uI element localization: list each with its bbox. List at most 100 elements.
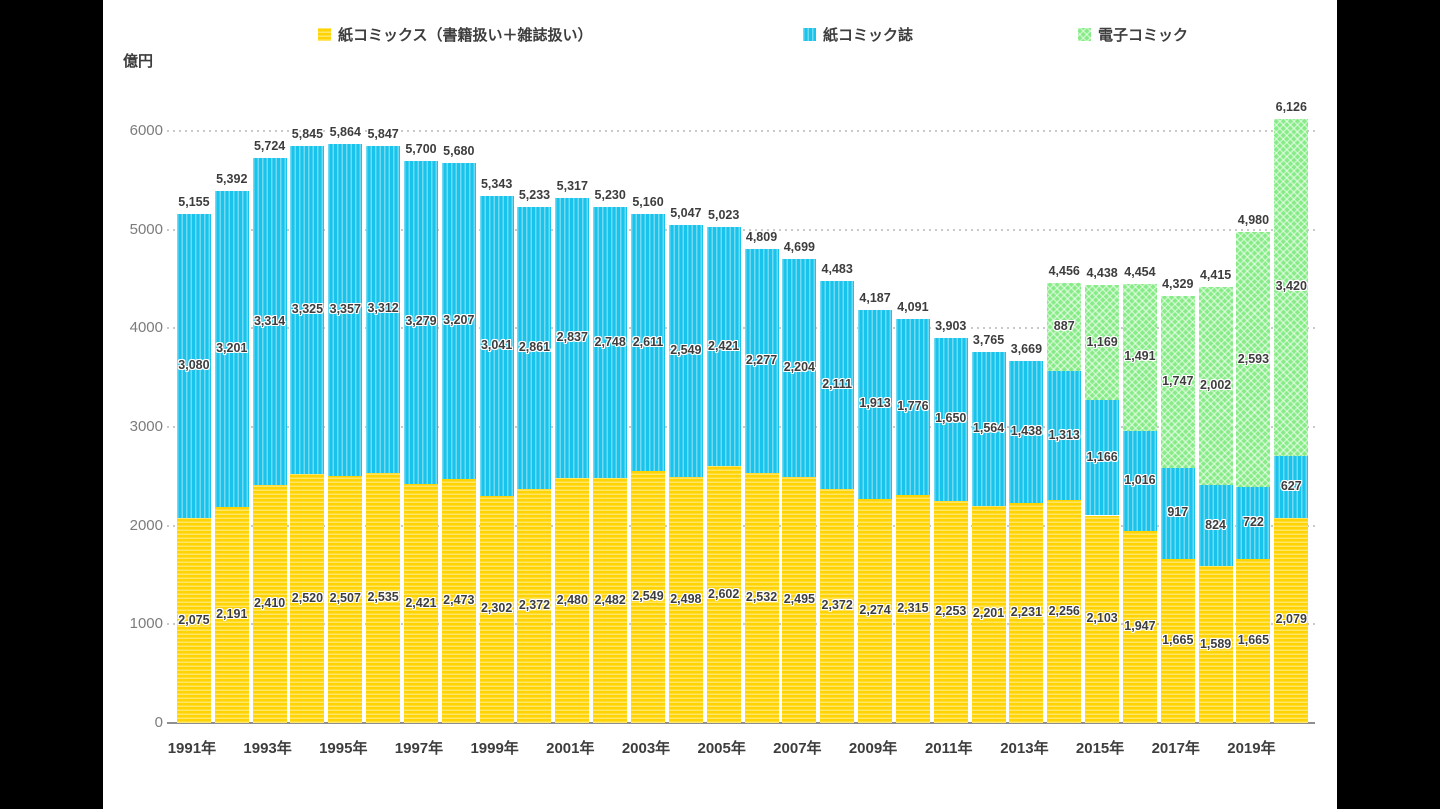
total-value-label: 5,343 (480, 176, 513, 191)
bar-segment-paper-comics (971, 505, 1006, 723)
paper-magazine-value-label: 2,837 (556, 330, 588, 345)
paper-magazine-value-label: 3,207 (443, 312, 475, 327)
legend-swatch-icon (803, 27, 816, 41)
bar-segment-paper-magazine (479, 195, 514, 496)
paper-comics-value-label: 2,520 (291, 590, 324, 605)
total-value-label: 5,155 (178, 195, 210, 210)
paper-comics-value-label: 2,231 (1010, 604, 1043, 619)
paper-magazine-value-label: 1,438 (1010, 423, 1043, 438)
bar-segment-paper-magazine (1274, 456, 1309, 518)
bar-segment-paper-magazine (1122, 430, 1157, 531)
x-axis-tick-label: 2017年 (1151, 740, 1200, 757)
paper-magazine-value-label: 2,861 (518, 339, 551, 354)
total-value-label: 5,233 (518, 187, 551, 202)
bar-segment-e-comic (1085, 285, 1120, 401)
total-value-label: 6,126 (1275, 99, 1307, 114)
e-comic-value-label: 3,420 (1275, 279, 1307, 294)
y-axis-tick-label: 5000 (129, 220, 163, 238)
paper-comics-value-label: 2,315 (897, 600, 929, 615)
bar-segment-paper-magazine (328, 144, 363, 476)
bar-segment-paper-comics (328, 475, 363, 723)
paper-magazine-value-label: 627 (1280, 478, 1302, 493)
x-axis-tick-label: 1995年 (319, 740, 368, 757)
total-value-label: 5,864 (329, 125, 361, 140)
bar-segment-paper-magazine (858, 309, 893, 499)
bar-segment-paper-comics (1274, 517, 1309, 723)
bar-segment-paper-comics (1047, 500, 1082, 723)
bar-segment-paper-comics (631, 471, 665, 723)
bar-segment-paper-magazine (366, 146, 401, 473)
bar-segment-e-comic (1198, 287, 1233, 485)
paper-comics-value-label: 1,589 (1199, 636, 1232, 651)
legend-swatch-icon (1078, 27, 1091, 41)
bar-segment-paper-magazine (971, 351, 1006, 506)
gridline (167, 327, 1315, 330)
total-value-label: 4,980 (1237, 212, 1270, 227)
bar-segment-paper-comics (858, 498, 893, 723)
total-value-label: 5,023 (708, 208, 740, 223)
bar-segment-paper-comics (441, 478, 476, 723)
bar-segment-paper-magazine (1085, 400, 1120, 516)
bar-segment-paper-magazine (214, 190, 249, 507)
paper-magazine-value-label: 3,041 (480, 337, 513, 352)
bar-segment-paper-comics (366, 472, 401, 723)
e-comic-value-label: 1,169 (1086, 334, 1118, 349)
total-value-label: 5,160 (632, 194, 664, 209)
paper-magazine-value-label: 1,016 (1124, 472, 1156, 487)
paper-comics-value-label: 2,372 (821, 597, 853, 612)
x-axis-tick-label: 2013年 (1000, 740, 1049, 757)
bar-segment-paper-magazine (441, 162, 476, 479)
bar-segment-paper-comics (252, 485, 287, 723)
bar-segment-paper-magazine (403, 160, 438, 485)
paper-comics-value-label: 2,535 (367, 589, 399, 604)
x-axis-tick-label: 1997年 (394, 740, 444, 757)
gridline (167, 130, 1315, 132)
paper-magazine-value-label: 3,279 (405, 314, 437, 329)
bar-segment-paper-comics (555, 478, 590, 723)
paper-comics-value-label: 2,480 (556, 592, 588, 607)
bar-segment-paper-comics (1009, 502, 1044, 723)
bar-segment-paper-comics (1160, 558, 1195, 723)
bar-segment-paper-magazine (1160, 468, 1195, 559)
bar-segment-e-comic (1160, 295, 1195, 469)
legend-item: 紙コミックス（書籍扱い＋雑誌扱い） (318, 24, 593, 44)
total-value-label: 5,230 (594, 187, 626, 202)
e-comic-value-label: 2,593 (1237, 351, 1270, 366)
total-value-label: 5,392 (216, 171, 248, 186)
paper-magazine-value-label: 1,313 (1048, 427, 1080, 442)
paper-magazine-value-label: 722 (1243, 515, 1264, 530)
x-axis-tick-label: 1999年 (470, 740, 519, 757)
total-value-label: 3,765 (972, 332, 1005, 347)
total-value-label: 5,680 (443, 143, 475, 158)
paper-comics-value-label: 2,302 (480, 601, 513, 616)
paper-comics-value-label: 2,372 (518, 597, 551, 612)
total-value-label: 4,329 (1162, 276, 1194, 291)
bar-segment-paper-magazine (290, 146, 325, 475)
paper-comics-value-label: 1,947 (1124, 618, 1156, 633)
bar-segment-paper-comics (1198, 566, 1233, 723)
bar-segment-paper-magazine (1198, 484, 1233, 567)
paper-magazine-value-label: 1,776 (897, 398, 929, 413)
gridline (167, 228, 1315, 231)
e-comic-value-label: 1,491 (1124, 349, 1156, 364)
paper-magazine-value-label: 3,314 (253, 313, 286, 328)
total-value-label: 4,809 (745, 229, 778, 244)
bar-segment-paper-magazine (706, 227, 741, 467)
e-comic-value-label: 2,002 (1199, 378, 1232, 393)
bar-segment-paper-comics (214, 506, 249, 723)
bar-segment-paper-magazine (593, 206, 628, 479)
bar-segment-paper-magazine (820, 280, 855, 489)
paper-magazine-value-label: 824 (1205, 517, 1227, 532)
bar-segment-paper-magazine (744, 248, 779, 474)
bar-segment-paper-magazine (1047, 370, 1082, 501)
total-value-label: 3,903 (935, 318, 967, 333)
paper-magazine-value-label: 917 (1167, 505, 1189, 520)
x-axis-tick-label: 2003年 (621, 740, 671, 757)
e-comic-value-label: 1,747 (1162, 374, 1194, 389)
paper-comics-value-label: 2,549 (632, 589, 664, 604)
total-value-label: 3,669 (1010, 341, 1043, 356)
x-axis-tick-label: 2009年 (848, 740, 898, 757)
paper-comics-value-label: 2,079 (1275, 612, 1307, 627)
paper-comics-value-label: 2,201 (972, 606, 1005, 621)
bar-segment-paper-comics (744, 473, 779, 723)
